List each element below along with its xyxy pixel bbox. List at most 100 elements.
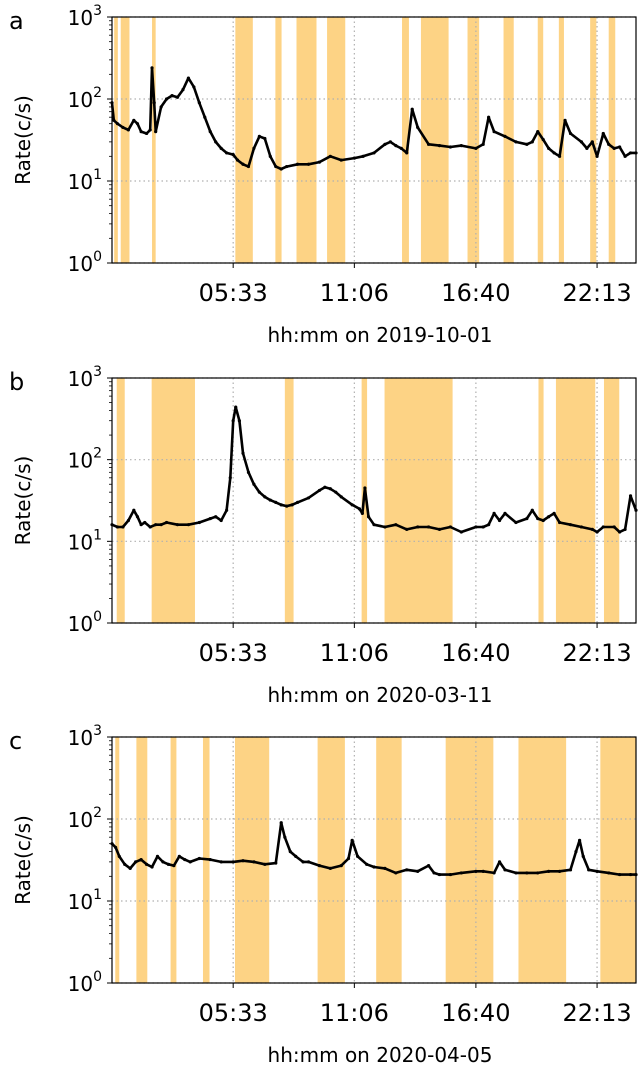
chart1-data-point	[152, 101, 156, 105]
chart1-panel: 100 101 102 103 05:33 11:06 16:40 22:13 hh:mm on…	[9, 3, 638, 347]
chart3-data-point	[525, 871, 529, 875]
chart2-data-point	[497, 518, 502, 523]
chart1-data-point	[159, 105, 163, 109]
chart3-data-point	[172, 864, 176, 868]
chart2-data-point	[241, 451, 245, 455]
chart3-data-point	[134, 860, 138, 864]
chart2-data-point	[372, 523, 376, 527]
chart1-data-point	[186, 76, 191, 80]
chart1-data-point	[503, 134, 507, 138]
chart3-data-point	[183, 857, 187, 862]
chart1-data-point	[225, 151, 229, 155]
chart2-data-point	[268, 498, 272, 502]
chart2-data-point	[186, 523, 191, 527]
chart3-data-point	[383, 866, 387, 870]
chart1-data-point	[383, 142, 387, 146]
chart3-data-point	[459, 871, 463, 875]
chart2-panel-letter: b	[9, 368, 24, 396]
chart2-shaded-interval	[116, 378, 125, 623]
chart2-data-point	[219, 518, 223, 523]
chart3-data-point	[155, 854, 160, 858]
chart3-panel-letter: c	[9, 727, 22, 755]
chart3-x-tick-label: 11:06	[320, 999, 389, 1027]
chart2-data-point	[234, 405, 238, 409]
chart2-x-tick-label: 22:13	[562, 639, 631, 667]
chart1-data-point	[263, 136, 267, 141]
chart1-data-point	[241, 162, 245, 166]
chart2-data-point	[623, 527, 627, 531]
chart2-data-point	[366, 515, 371, 519]
chart3-y-tick-label: 101	[68, 887, 102, 914]
chart2-data-point	[334, 490, 338, 494]
chart1-shaded-interval	[608, 17, 616, 263]
chart3-data-point	[306, 860, 311, 864]
chart1-data-point	[541, 137, 545, 142]
chart3-data-point	[356, 854, 360, 858]
chart3-data-point	[503, 868, 507, 872]
chart2-data-point	[323, 485, 327, 489]
chart1-data-point	[208, 130, 212, 134]
chart2-data-point	[317, 488, 322, 493]
chart1-x-tick-label: 11:06	[320, 279, 389, 307]
chart3-x-tick-label: 16:40	[441, 999, 510, 1027]
chart3-data-point	[139, 857, 143, 862]
chart1-data-point	[192, 85, 196, 89]
chart2-y-tick-label: 100	[68, 609, 102, 636]
chart1-data-point	[492, 130, 496, 134]
chart2-x-tick-label: 05:33	[199, 639, 268, 667]
chart1-shaded-interval	[402, 17, 409, 263]
chart1-data-point	[154, 130, 158, 134]
chart3-data-point	[150, 865, 154, 869]
chart3-data-point	[263, 862, 267, 866]
chart3-data-point	[492, 871, 496, 875]
chart3-shaded-interval	[445, 737, 494, 983]
chart2-data-point	[279, 503, 283, 507]
chart3-data-point	[231, 860, 235, 864]
chart3-data-point	[416, 869, 420, 873]
chart2-data-point	[405, 527, 409, 531]
chart1-data-point	[394, 144, 398, 148]
chart1-data-point	[547, 146, 551, 150]
chart2-data-point	[514, 520, 518, 525]
chart1-data-point	[426, 142, 431, 146]
chart2-data-point	[139, 523, 143, 527]
chart2-data-point	[159, 523, 163, 527]
chart2-data-point	[115, 525, 120, 529]
chart2-data-point	[547, 515, 551, 519]
chart3-y-tick-label: 100	[68, 969, 102, 996]
chart2-y-tick-label: 102	[68, 446, 102, 473]
chart1-data-point	[448, 145, 453, 149]
chart1-data-point	[148, 128, 152, 132]
chart3-shaded-interval	[317, 737, 345, 983]
chart1-data-point	[388, 140, 392, 144]
chart2-data-point	[426, 525, 431, 529]
chart3-data-point	[274, 861, 278, 865]
chart1-shaded-interval	[120, 17, 130, 263]
chart3-x-tick-label: 22:13	[562, 999, 631, 1027]
chart2-data-point	[536, 516, 540, 521]
chart1-data-point	[410, 107, 414, 111]
chart2-data-point	[164, 520, 169, 525]
chart2-data-point	[154, 523, 158, 527]
chart1-shaded-interval	[503, 17, 514, 263]
chart1-data-point	[139, 130, 143, 134]
chart1-data-point	[607, 142, 611, 146]
chart2-data-point	[257, 490, 261, 494]
chart1-data-point	[279, 167, 283, 171]
chart1-data-point	[170, 94, 174, 98]
chart2-data-point	[197, 520, 201, 525]
chart1-data-point	[203, 115, 207, 119]
chart3-data-point	[328, 866, 332, 870]
chart2-data-point	[612, 525, 616, 529]
chart1-data-point	[405, 151, 409, 155]
chart2-data-point	[618, 530, 622, 534]
chart3-data-point	[437, 872, 442, 877]
chart1-shaded-interval	[114, 17, 118, 263]
chart2-data-point	[448, 525, 453, 529]
chart2-data-point	[148, 525, 152, 529]
chart3-data-point	[283, 835, 287, 839]
chart3-data-point	[372, 865, 376, 869]
chart2-data-point	[360, 511, 364, 515]
chart1-data-point	[618, 145, 622, 149]
chart3-data-point	[536, 871, 540, 875]
